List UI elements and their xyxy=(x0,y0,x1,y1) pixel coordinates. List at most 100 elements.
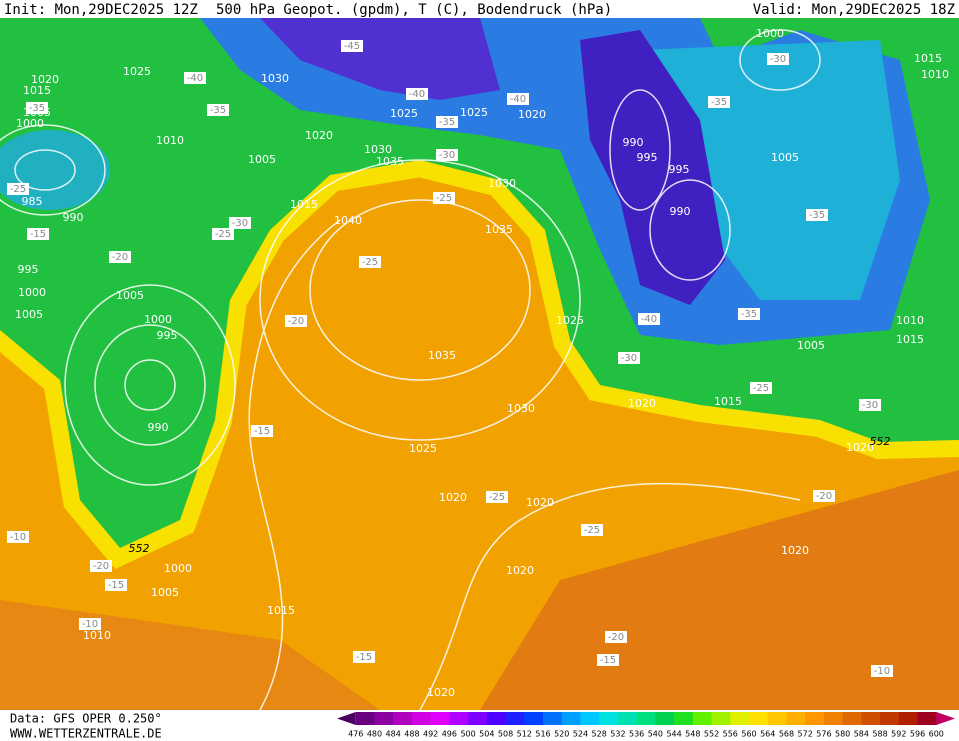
colorbar-swatch xyxy=(355,712,375,725)
temperature-label: -35 xyxy=(29,103,45,114)
isobar-label: 1020 xyxy=(439,491,467,504)
map-title: 500 hPa Geopot. (gpdm), T (C), Bodendruc… xyxy=(216,2,612,18)
isobar-label: 1020 xyxy=(518,108,546,121)
temperature-label-box xyxy=(341,40,363,52)
temperature-label-box xyxy=(618,352,640,364)
colorbar-label: 480 xyxy=(367,730,382,739)
colorbar-swatch xyxy=(599,712,619,725)
colorbar-swatch xyxy=(786,712,806,725)
isobar-label: 1015 xyxy=(267,604,295,617)
temperature-label: -20 xyxy=(93,561,109,572)
temperature-label-box xyxy=(184,72,206,84)
isobar-label: 1005 xyxy=(151,586,179,599)
isobar-label: 1020 xyxy=(846,441,874,454)
temperature-label: -25 xyxy=(584,525,600,536)
temperature-label-box xyxy=(738,308,760,320)
colorbar-swatch xyxy=(711,712,731,725)
colorbar-swatch xyxy=(393,712,413,725)
colorbar-label: 588 xyxy=(872,730,887,739)
isobar-label: 1035 xyxy=(485,223,513,236)
temperature-label-box xyxy=(813,490,835,502)
colorbar-swatch xyxy=(468,712,488,725)
temperature-label: -30 xyxy=(232,218,248,229)
isobar-label: 990 xyxy=(623,136,644,149)
colorbar-swatch xyxy=(543,712,563,725)
isobar-label: 1020 xyxy=(526,496,554,509)
temperature-label: -20 xyxy=(816,491,832,502)
isobar-label: 1020 xyxy=(628,397,656,410)
temperature-label-box xyxy=(433,192,455,204)
isobar-label: 995 xyxy=(157,329,178,342)
colorbar-swatch xyxy=(636,712,656,725)
geopotential-label: 552 xyxy=(870,435,891,448)
isobar-label: 1015 xyxy=(914,52,942,65)
isobar-label: 1020 xyxy=(305,129,333,142)
isobar-label: 1000 xyxy=(164,562,192,575)
temperature-label-box xyxy=(507,93,529,105)
isobar-label: 1035 xyxy=(376,155,404,168)
colorbar-swatch xyxy=(674,712,694,725)
temperature-label-box xyxy=(79,618,101,630)
colorbar-label: 576 xyxy=(816,730,831,739)
colorbar-label: 484 xyxy=(386,730,401,739)
isobar xyxy=(649,179,731,281)
data-source: Data: GFS OPER 0.250° xyxy=(10,712,162,726)
temperature-label: -15 xyxy=(30,229,46,240)
temperature-label: -25 xyxy=(436,193,452,204)
colorbar-label: 528 xyxy=(592,730,607,739)
temperature-label: -25 xyxy=(362,257,378,268)
header-bar xyxy=(0,0,959,18)
isobar-label: 1020 xyxy=(506,564,534,577)
temperature-label-box xyxy=(581,524,603,536)
isobar xyxy=(124,359,176,411)
colorbar-label: 492 xyxy=(423,730,438,739)
colorbar-label: 500 xyxy=(460,730,475,739)
isobar-label: 995 xyxy=(18,263,39,276)
isobar-label: 1000 xyxy=(18,286,46,299)
temperature-label-box xyxy=(436,149,458,161)
isobar-label: 1020 xyxy=(427,686,455,699)
temperature-label-box xyxy=(7,531,29,543)
temperature-label-box xyxy=(90,560,112,572)
colorbar-swatch xyxy=(898,712,919,725)
colorbar-swatch xyxy=(842,712,862,725)
colorbar-label: 560 xyxy=(741,730,756,739)
isobar-label: 1015 xyxy=(714,395,742,408)
colorbar-label: 592 xyxy=(891,730,906,739)
isobar xyxy=(0,124,106,216)
isobar-label: 1005 xyxy=(248,153,276,166)
temperature-label: -20 xyxy=(112,252,128,263)
colorbar-swatch xyxy=(692,712,713,725)
temperature-label-box xyxy=(859,399,881,411)
temperature-label: -40 xyxy=(409,89,425,100)
temperature-label-box xyxy=(229,217,251,229)
colorbar-swatch xyxy=(505,712,525,725)
temperature-label-box xyxy=(285,315,307,327)
colorbar-swatch xyxy=(917,712,937,725)
colorbar: 476 480 484 488 492 496 500 504 508 512 516 520 524 5… xyxy=(337,712,955,739)
isobar-label: 1030 xyxy=(488,177,516,190)
temperature-label: -25 xyxy=(489,492,505,503)
temperature-label-box xyxy=(486,491,508,503)
colorbar-label: 544 xyxy=(666,730,681,739)
isobar-label: 1000 xyxy=(144,313,172,326)
geopotential-label: 552 xyxy=(129,542,150,555)
isobar-label: 1015 xyxy=(896,333,924,346)
colorbar-label: 508 xyxy=(498,730,513,739)
temperature-label: -40 xyxy=(641,314,657,325)
isobar-label: 1005 xyxy=(771,151,799,164)
isobar-label: 1025 xyxy=(556,314,584,327)
isobars xyxy=(0,29,821,711)
map-background xyxy=(0,1,959,711)
temperature-label: -35 xyxy=(741,309,757,320)
colorbar-label: 532 xyxy=(610,730,625,739)
temperature-label: -25 xyxy=(10,184,26,195)
isobar-label: 1015 xyxy=(23,84,51,97)
temperature-label: -45 xyxy=(344,41,360,52)
cyan-field xyxy=(640,40,900,300)
temperature-label: -15 xyxy=(254,426,270,437)
temperature-label-box xyxy=(605,631,627,643)
colorbar-arrow xyxy=(936,712,955,725)
isobar xyxy=(419,482,801,711)
